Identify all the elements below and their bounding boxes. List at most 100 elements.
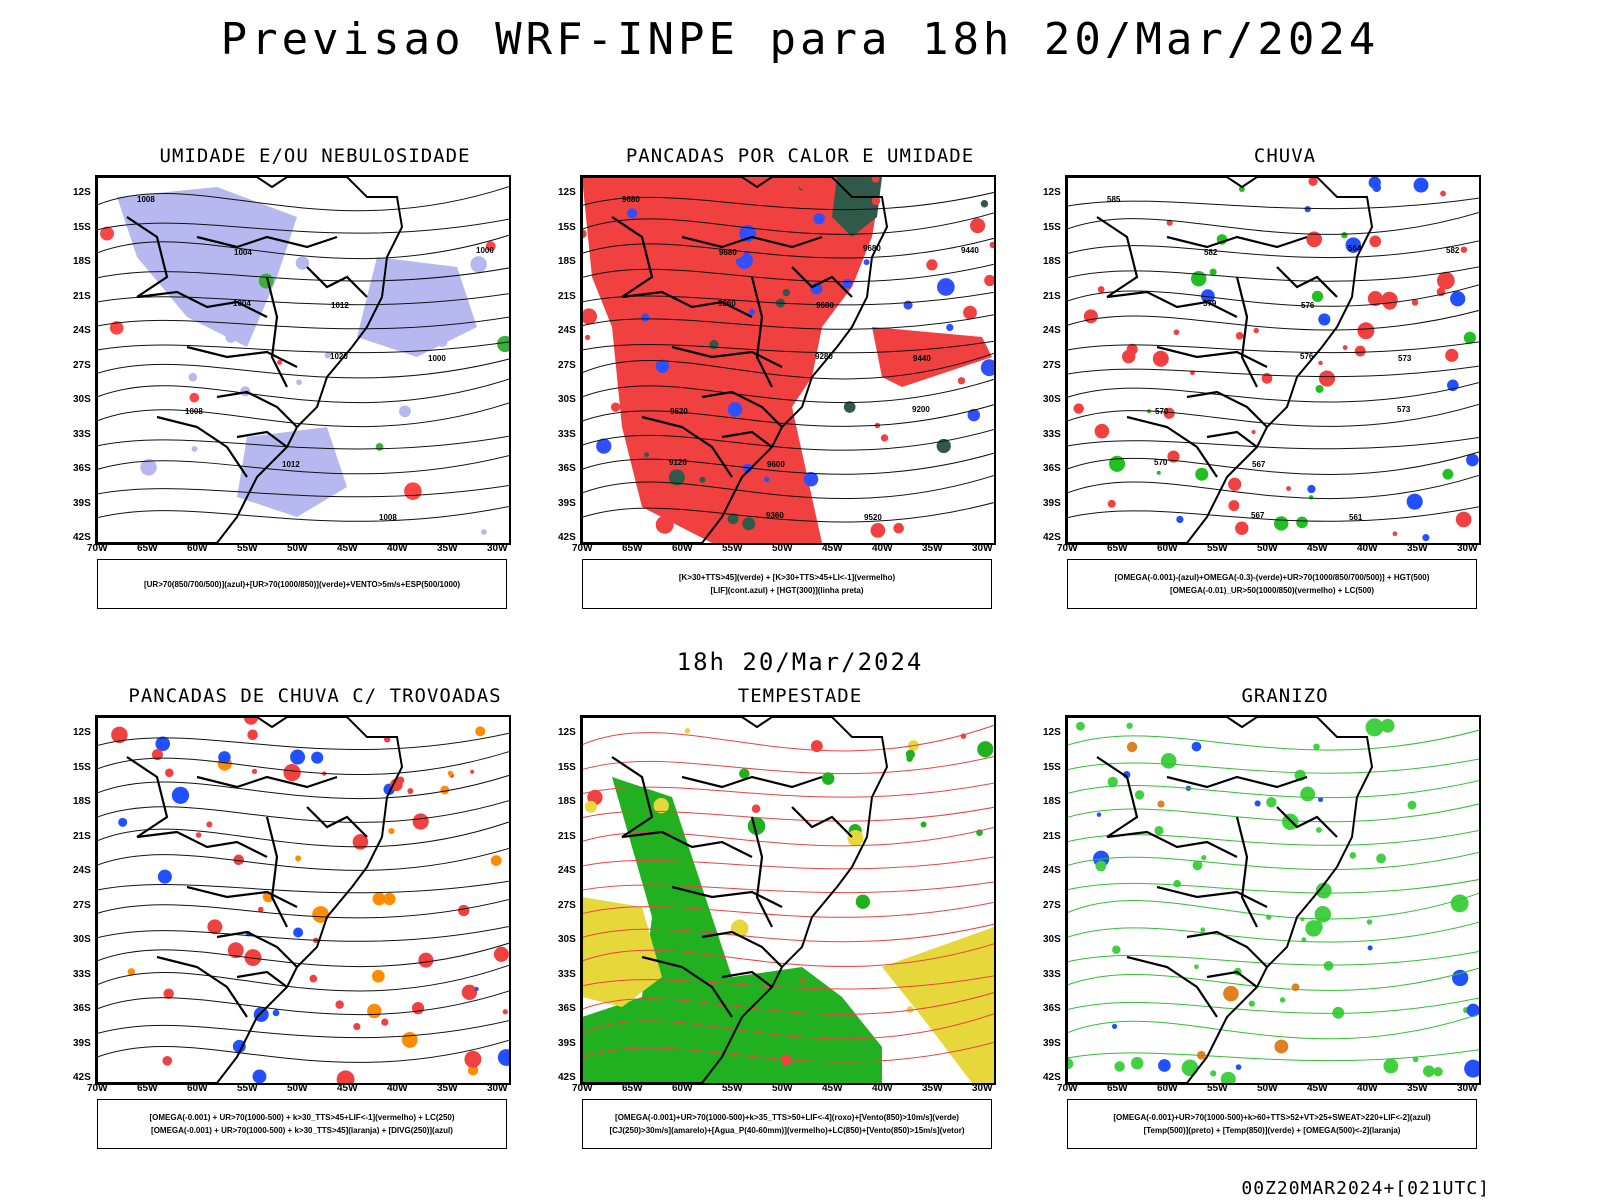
lat-tick-label: 24S [73, 325, 91, 336]
shaded-cell [967, 408, 981, 422]
contour-line [1067, 382, 1479, 403]
shaded-cell [1095, 860, 1107, 872]
shaded-cell [1306, 231, 1323, 248]
shaded-cell [727, 402, 743, 417]
legend-line: [CJ(250)>30m/s](amarelo)+[Agua_P(40-60mm… [609, 1126, 965, 1135]
legend-line: [OMEGA(-0.001)-(azul)+OMEGA(-0.3)-(verde… [1114, 573, 1430, 582]
country-border [1206, 970, 1258, 988]
shaded-cell [782, 289, 790, 297]
panel-title: TEMPESTADE [737, 685, 863, 707]
lon-tick-label: 40W [387, 543, 408, 554]
lon-tick-label: 40W [1357, 1083, 1378, 1094]
shaded-cell [903, 300, 913, 310]
country-border [1186, 390, 1268, 428]
shaded-area [237, 427, 347, 517]
map-frame [580, 715, 996, 1085]
shaded-cell [283, 763, 301, 782]
shaded-cell [1383, 1058, 1399, 1074]
shaded-cell [1380, 718, 1395, 733]
shaded-cell [418, 952, 434, 968]
country-border [1235, 816, 1258, 928]
shaded-cell [257, 906, 264, 913]
shaded-cell [252, 1069, 267, 1083]
shaded-cell [610, 402, 621, 412]
shaded-cell [977, 741, 994, 758]
country-border [750, 816, 773, 928]
lon-tick-label: 65W [622, 543, 643, 554]
country-border [156, 955, 248, 1018]
contour-line [582, 1041, 994, 1063]
legend-box: [OMEGA(-0.001) + UR>70(1000-500) + k>30_… [97, 1099, 507, 1149]
contour-line [1067, 266, 1479, 282]
country-border [701, 390, 783, 428]
panel-tempestade: TEMPESTADE 12S 15S 18S 21S 24S 27S 30S 33S 36S 39S… [558, 685, 1040, 1165]
panel-umidade: UMIDADE E/OU NEBULOSIDADE 1008 1004 1012 100… [73, 145, 555, 625]
shaded-cell [497, 335, 509, 353]
lat-tick-label: 33S [558, 428, 576, 440]
shaded-cell [906, 1006, 914, 1013]
shaded-cell [863, 259, 870, 266]
shaded-cell [247, 729, 258, 741]
lat-tick-label: 39S [1043, 1037, 1061, 1049]
lon-tick-label: 55W [1207, 1083, 1228, 1094]
shaded-cell [1318, 313, 1331, 326]
lat-tick-label: 39S [1043, 497, 1061, 509]
contour-line [97, 267, 509, 282]
country-border [1276, 266, 1338, 298]
shaded-cell [324, 352, 332, 359]
shaded-cell [1274, 1039, 1289, 1054]
shaded-cell [684, 727, 691, 734]
legend-line: [LIF](cont.azul) + [HGT(300)](linha pret… [710, 586, 864, 595]
shaded-cell [157, 869, 172, 884]
lon-tick-label: 45W [337, 1083, 358, 1094]
country-border [1096, 216, 1139, 298]
shaded-cell [218, 751, 231, 764]
legend-box: [OMEGA(-0.001)+UR>70(1000-500)+k>35_TTS>… [582, 1099, 992, 1149]
contour-line [97, 185, 509, 212]
lat-tick-label: 21S [558, 830, 576, 842]
contour-line [1067, 506, 1479, 522]
lon-tick-label: 55W [1207, 543, 1228, 554]
contour-label: 567 [1251, 511, 1265, 520]
country-border [1126, 415, 1218, 478]
contour-label: 573 [1398, 354, 1412, 363]
shaded-cell [1166, 219, 1173, 226]
shaded-cell [290, 749, 306, 765]
contour-line [97, 990, 509, 1016]
shaded-cell [1282, 813, 1299, 830]
shaded-cell [1228, 500, 1240, 512]
contour-label: 9680 [719, 248, 737, 257]
contour-line [1067, 921, 1479, 943]
lat-tick-label: 42S [1043, 532, 1061, 543]
lat-tick-label: 15S [558, 221, 576, 233]
shaded-cell [493, 946, 509, 962]
shaded-area [117, 187, 297, 347]
shaded-cell [1235, 331, 1244, 340]
shaded-cell [1407, 800, 1417, 810]
lon-tick-label: 35W [922, 1083, 943, 1094]
contour-line [1067, 197, 1479, 210]
contour-line [97, 898, 509, 919]
contour-label: 582 [1204, 248, 1218, 257]
shaded-cell [253, 1007, 269, 1022]
country-border [1156, 885, 1268, 908]
contour-line [582, 474, 994, 499]
lat-tick-label: 18S [1043, 796, 1061, 807]
shaded-cell [232, 1039, 246, 1053]
shaded-cell [147, 253, 159, 265]
contour-label: 576 [1300, 352, 1314, 361]
lat-tick-label: 15S [73, 221, 91, 233]
contour-line [582, 314, 994, 330]
legend-box: [UR>70(850/700/500)](azul)+[UR>70(1000/8… [97, 559, 507, 609]
shaded-cell [1341, 232, 1348, 239]
shaded-cell [497, 1049, 509, 1066]
shaded-cell [655, 359, 670, 373]
lat-tick-label: 18S [558, 796, 576, 807]
shaded-cell [371, 969, 385, 983]
country-border [1235, 276, 1258, 388]
country-border [671, 885, 783, 908]
shaded-cell [1254, 800, 1261, 807]
country-border [1156, 345, 1268, 368]
shaded-cell [1067, 1058, 1074, 1070]
shaded-cell [870, 523, 886, 538]
